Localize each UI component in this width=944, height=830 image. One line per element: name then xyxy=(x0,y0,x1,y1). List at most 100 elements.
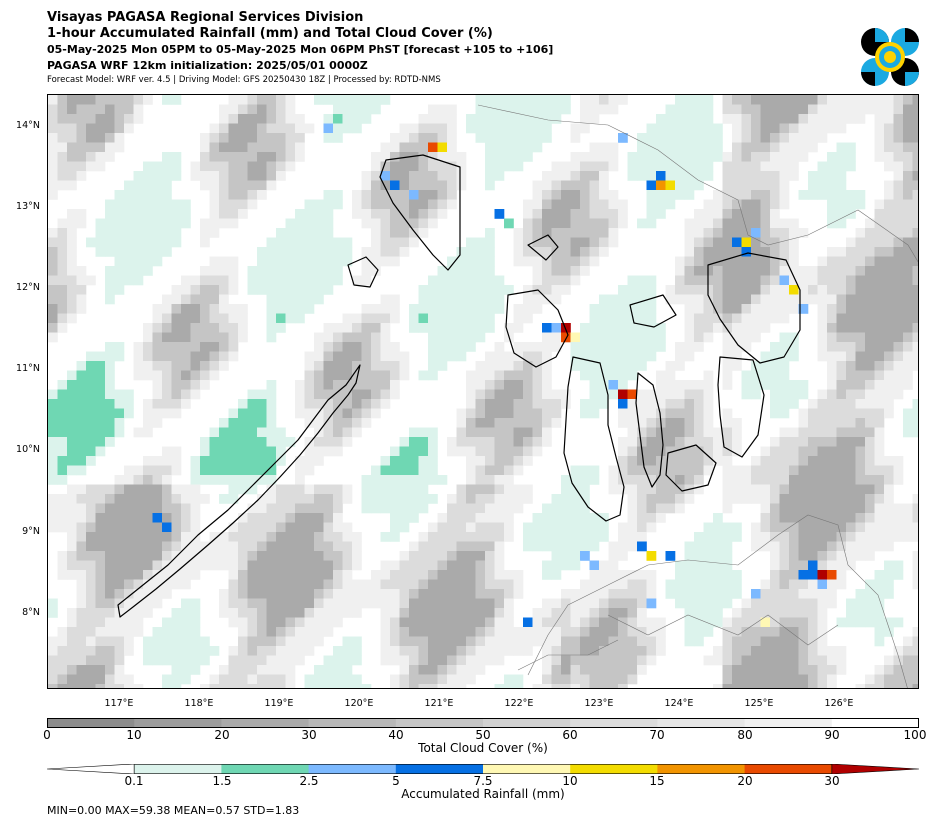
grid-cell xyxy=(703,570,714,580)
grid-cell xyxy=(48,465,58,476)
grid-cell xyxy=(808,579,818,590)
grid-cell xyxy=(580,351,590,362)
grid-cell xyxy=(779,541,790,552)
grid-cell xyxy=(48,285,58,295)
grid-cell xyxy=(722,95,733,105)
grid-cell xyxy=(86,532,96,542)
grid-cell xyxy=(513,323,524,333)
grid-cell xyxy=(646,180,657,191)
grid-cell xyxy=(494,579,505,590)
grid-cell xyxy=(627,636,638,647)
grid-cell xyxy=(608,617,619,628)
grid-cell xyxy=(589,190,600,200)
grid-cell xyxy=(333,513,343,523)
grid-cell xyxy=(732,304,742,314)
grid-cell xyxy=(485,228,495,238)
grid-cell xyxy=(247,399,258,409)
grid-cell xyxy=(95,494,106,504)
grid-cell xyxy=(219,475,229,485)
grid-cell xyxy=(86,275,96,286)
grid-cell xyxy=(865,218,875,229)
grid-cell xyxy=(380,247,391,257)
grid-cell xyxy=(912,199,918,210)
grid-cell xyxy=(760,247,771,257)
grid-cell xyxy=(219,152,229,162)
grid-cell xyxy=(589,114,600,124)
grid-cell xyxy=(48,655,58,666)
grid-cell xyxy=(884,484,894,495)
grid-cell xyxy=(86,589,96,599)
grid-cell xyxy=(456,589,467,599)
grid-cell xyxy=(608,551,619,561)
grid-cell xyxy=(865,484,875,495)
grid-cell xyxy=(618,665,628,675)
grid-cell xyxy=(133,342,144,352)
grid-cell xyxy=(751,247,761,257)
grid-cell xyxy=(57,389,68,400)
grid-cell xyxy=(162,380,172,390)
cloud-bin xyxy=(134,718,222,728)
grid-cell xyxy=(836,313,847,324)
grid-cell xyxy=(219,332,229,343)
grid-cell xyxy=(276,323,286,333)
grid-cell xyxy=(884,304,894,314)
grid-cell xyxy=(551,636,562,647)
grid-cell xyxy=(874,589,885,599)
grid-cell xyxy=(456,627,467,637)
grid-cell xyxy=(418,218,429,229)
grid-cell xyxy=(133,275,144,286)
grid-cell xyxy=(513,408,524,419)
grid-cell xyxy=(684,266,695,276)
grid-cell xyxy=(865,579,875,590)
grid-cell xyxy=(276,294,286,305)
grid-cell xyxy=(314,684,324,688)
grid-cell xyxy=(67,665,77,675)
grid-cell xyxy=(285,275,296,286)
grid-cell xyxy=(285,228,296,238)
grid-cell xyxy=(589,560,600,571)
grid-cell xyxy=(760,627,771,637)
grid-cell xyxy=(323,437,334,447)
grid-cell xyxy=(466,532,476,542)
grid-cell xyxy=(200,655,210,666)
grid-cell xyxy=(257,285,267,295)
grid-cell xyxy=(171,152,182,162)
grid-cell xyxy=(257,522,267,533)
model-info: Forecast Model: WRF ver. 4.5 | Driving M… xyxy=(47,75,441,85)
grid-cell xyxy=(770,408,780,419)
grid-cell xyxy=(409,199,419,210)
grid-cell xyxy=(627,351,638,362)
grid-cell xyxy=(409,636,419,647)
grid-cell xyxy=(532,532,543,542)
grid-cell xyxy=(779,408,790,419)
grid-cell xyxy=(143,494,153,504)
grid-cell xyxy=(171,161,182,172)
grid-cell xyxy=(751,665,761,675)
grid-cell xyxy=(114,275,125,286)
grid-cell xyxy=(684,551,695,561)
grid-cell xyxy=(874,665,885,675)
grid-cell xyxy=(86,380,96,390)
grid-cell xyxy=(143,370,153,381)
grid-cell xyxy=(789,304,799,314)
grid-cell xyxy=(494,370,505,381)
grid-cell xyxy=(209,332,220,343)
grid-cell xyxy=(209,190,220,200)
grid-cell xyxy=(447,503,457,514)
mindanao-interior xyxy=(607,614,839,646)
grid-cell xyxy=(865,551,875,561)
grid-cell xyxy=(504,484,514,495)
grid-cell xyxy=(190,475,201,485)
grid-cell xyxy=(409,180,419,191)
grid-cell xyxy=(675,95,685,105)
grid-cell xyxy=(770,275,780,286)
grid-cell xyxy=(342,484,353,495)
grid-cell xyxy=(855,323,866,333)
grid-cell xyxy=(200,180,210,191)
grid-cell xyxy=(846,427,856,438)
grid-cell xyxy=(855,237,866,248)
grid-cell xyxy=(694,294,704,305)
grid-cell xyxy=(580,228,590,238)
grid-cell xyxy=(152,399,163,409)
grid-cell xyxy=(722,627,733,637)
